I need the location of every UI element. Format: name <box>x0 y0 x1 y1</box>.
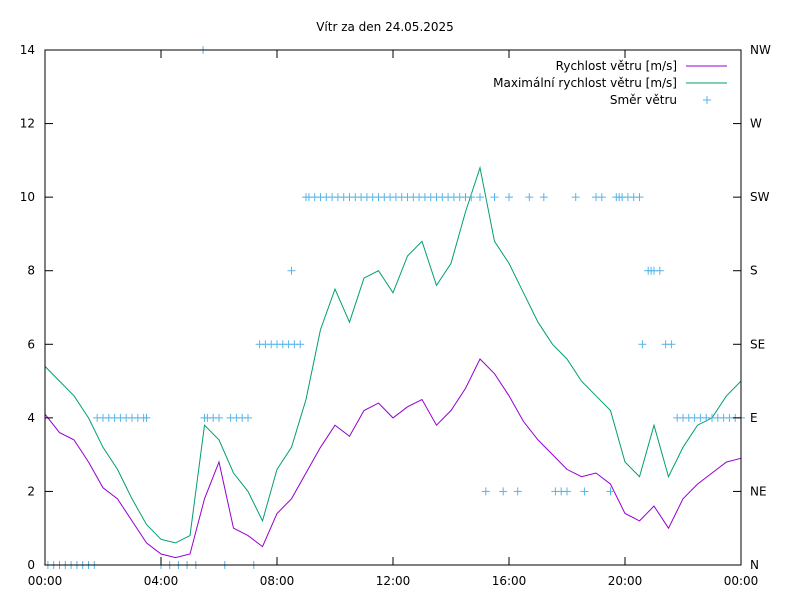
direction-point <box>215 413 223 422</box>
legend-swatch-direction <box>703 96 711 104</box>
y-tick-label: 14 <box>20 43 35 57</box>
y-tick-label: 6 <box>27 337 35 351</box>
legend: Rychlost větru [m/s] Maximální rychlost … <box>493 59 727 107</box>
direction-point <box>655 266 664 275</box>
direction-point <box>296 340 305 349</box>
direction-point <box>142 413 151 422</box>
direction-point <box>244 413 252 422</box>
direction-point <box>476 193 484 202</box>
x-tick-label: 12:00 <box>376 574 411 588</box>
y-tick-label: 2 <box>27 484 35 498</box>
direction-point <box>525 193 534 202</box>
y2-tick-label: NE <box>750 484 767 498</box>
y-tick-label: 4 <box>27 411 35 425</box>
y2-tick-label: S <box>750 264 758 278</box>
direction-point <box>563 487 571 496</box>
plot-frame <box>44 49 742 566</box>
direction-point <box>287 266 296 275</box>
y2-tick-label: E <box>750 411 758 425</box>
y2-tick-label: SW <box>750 190 770 204</box>
direction-point <box>490 193 499 202</box>
y2-tick-label: NW <box>750 43 771 57</box>
series-layer <box>43 46 745 569</box>
series-points-2 <box>43 46 745 569</box>
direction-point <box>597 193 606 202</box>
direction-point <box>580 487 589 496</box>
direction-point <box>571 193 580 202</box>
legend-label-max-speed: Maximální rychlost větru [m/s] <box>493 76 677 90</box>
y-tick-label: 0 <box>27 558 35 572</box>
direction-point <box>667 340 676 349</box>
x-tick-label: 16:00 <box>492 574 527 588</box>
series-line-1 <box>44 165 742 544</box>
direction-point <box>638 340 647 349</box>
x-tick-label: 00:00 <box>28 574 63 588</box>
y-tick-label: 12 <box>20 117 35 131</box>
legend-label-direction: Směr větru <box>610 93 677 107</box>
direction-point <box>606 487 615 496</box>
direction-point <box>635 193 644 202</box>
direction-point <box>513 487 522 496</box>
series-line-0 <box>44 358 742 559</box>
axes-layer: 0 2 4 6 8 10 12 14 N NE E SE S SW W NW 00:00 04:00 08:00 12… <box>20 43 771 588</box>
direction-point <box>499 487 508 496</box>
y2-tick-label: N <box>750 558 759 572</box>
y-tick-label: 10 <box>20 190 35 204</box>
chart-title: Vítr za den 24.05.2025 <box>316 20 454 34</box>
y2-tick-label: SE <box>750 337 765 351</box>
direction-point <box>481 487 490 496</box>
y2-tick-label: W <box>750 117 762 131</box>
y-tick-label: 8 <box>27 264 35 278</box>
x-tick-label: 20:00 <box>608 574 643 588</box>
x-tick-label: 00:00 <box>724 574 759 588</box>
direction-point <box>505 193 513 202</box>
x-tick-label: 08:00 <box>260 574 295 588</box>
direction-point <box>467 193 476 202</box>
x-tick-label: 04:00 <box>144 574 179 588</box>
direction-point <box>539 193 548 202</box>
legend-label-speed: Rychlost větru [m/s] <box>556 59 677 73</box>
